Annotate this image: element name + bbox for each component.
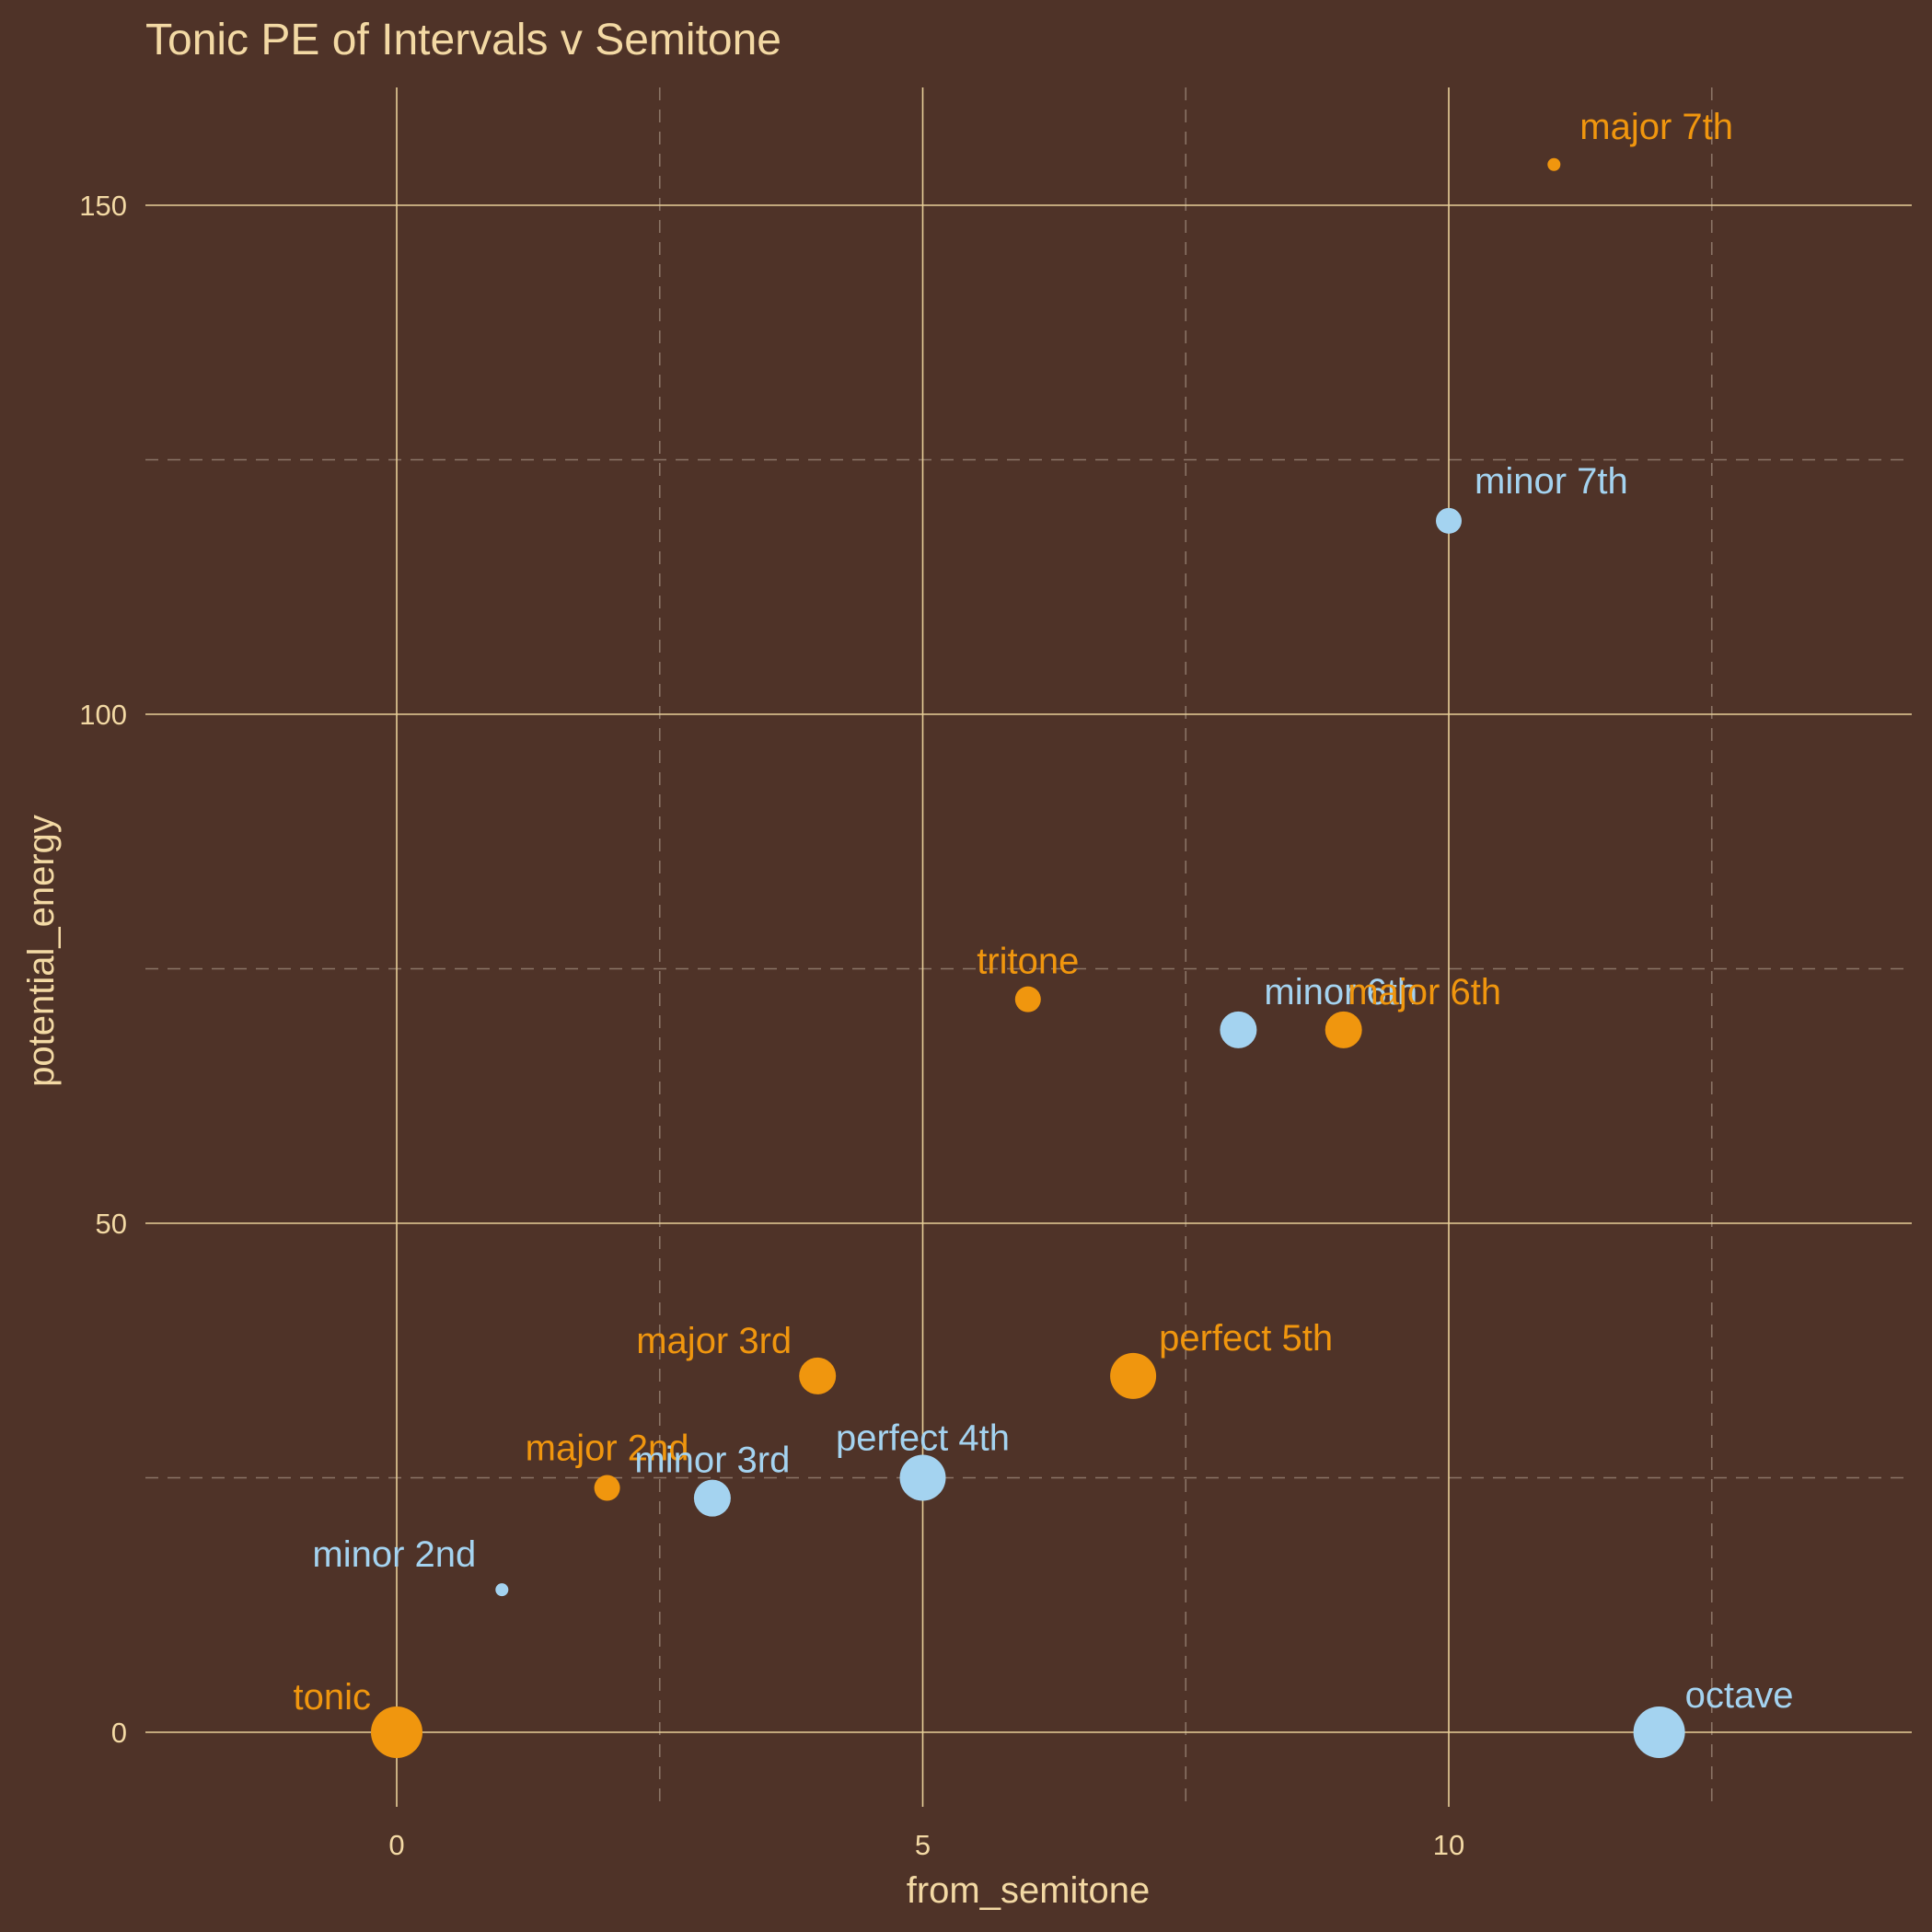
point-label: major 7th <box>1579 107 1733 147</box>
data-point <box>1325 1011 1362 1048</box>
y-tick-label: 0 <box>111 1717 127 1749</box>
data-point <box>1220 1011 1257 1048</box>
point-label: tonic <box>294 1677 372 1718</box>
point-label: minor 3rd <box>634 1440 790 1481</box>
point-label: minor 2nd <box>312 1534 476 1575</box>
data-points <box>371 157 1685 1758</box>
minor-gridlines <box>145 87 1912 1807</box>
y-axis-title: potential_energy <box>21 815 62 1087</box>
data-point <box>594 1475 620 1501</box>
y-tick-label: 150 <box>79 190 127 222</box>
x-tick-label: 10 <box>1433 1829 1464 1861</box>
point-label: major 6th <box>1348 972 1501 1012</box>
x-tick-label: 0 <box>388 1829 404 1861</box>
point-label: minor 6th <box>1264 972 1417 1012</box>
data-point <box>799 1357 837 1394</box>
major-gridlines <box>145 87 1912 1807</box>
x-tick-label: 5 <box>915 1829 931 1861</box>
data-point <box>1436 507 1462 534</box>
chart-title: Tonic PE of Intervals v Semitone <box>145 16 781 64</box>
point-label: octave <box>1685 1675 1794 1716</box>
data-point <box>495 1583 509 1597</box>
data-point <box>371 1706 422 1758</box>
y-tick-label: 50 <box>96 1208 127 1240</box>
point-label: perfect 4th <box>836 1418 1010 1459</box>
data-point <box>1014 986 1041 1012</box>
data-point <box>899 1454 946 1501</box>
point-label: perfect 5th <box>1159 1318 1333 1359</box>
data-point <box>1547 157 1561 171</box>
point-label: minor 7th <box>1475 461 1628 502</box>
x-tick-labels: 0 5 10 <box>388 1829 1464 1861</box>
y-tick-labels: 0 50 100 150 <box>79 190 127 1749</box>
data-point <box>1633 1706 1685 1758</box>
y-tick-label: 100 <box>79 699 127 731</box>
x-axis-title: from_semitone <box>907 1870 1151 1911</box>
data-point <box>1110 1352 1157 1399</box>
data-point <box>693 1479 731 1517</box>
point-label: tritone <box>977 942 1079 982</box>
point-label: major 2nd <box>526 1429 689 1469</box>
point-label: major 3rd <box>636 1321 792 1361</box>
